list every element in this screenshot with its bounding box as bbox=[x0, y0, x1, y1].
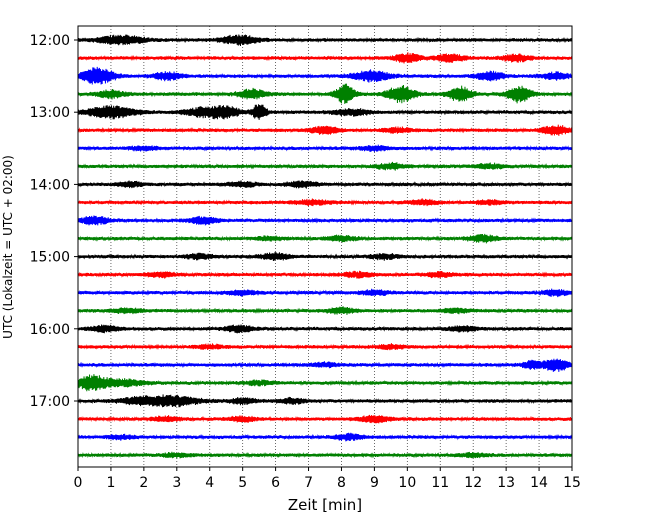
x-axis-ticks: 0 1 2 3 4 5 6 7 8 9 10 11 12 13 14 15 bbox=[74, 467, 581, 491]
trace-row-1715 bbox=[77, 414, 573, 424]
y-axis-label: UTC (Lokalzeit = UTC + 02:00) bbox=[1, 155, 15, 339]
x-tick-label-13: 13 bbox=[497, 475, 515, 491]
trace-row-1515 bbox=[77, 270, 573, 279]
x-tick-label-10: 10 bbox=[398, 475, 416, 491]
y-tick-label-13:00: 13:00 bbox=[30, 105, 70, 121]
trace-row-1500 bbox=[77, 251, 573, 262]
y-tick-label-15:00: 15:00 bbox=[30, 250, 70, 266]
y-tick-label-12:00: 12:00 bbox=[30, 33, 70, 49]
trace-row-1200 bbox=[77, 34, 573, 46]
plot-frame bbox=[77, 25, 573, 468]
y-tick-label-16:00: 16:00 bbox=[30, 322, 70, 338]
y-tick-label-17:00: 17:00 bbox=[30, 394, 70, 410]
x-tick-label-11: 11 bbox=[431, 475, 449, 491]
x-tick-label-14: 14 bbox=[530, 475, 548, 491]
x-tick-label-5: 5 bbox=[238, 475, 247, 491]
x-tick-label-12: 12 bbox=[464, 475, 482, 491]
trace-row-1700 bbox=[77, 394, 573, 408]
trace-row-1530 bbox=[77, 288, 573, 298]
y-axis-ticks: 12:00 13:00 14:00 15:00 16:00 17:00 bbox=[30, 33, 78, 410]
x-tick-label-8: 8 bbox=[337, 475, 346, 491]
trace-row-1600 bbox=[77, 324, 573, 334]
trace-row-1400 bbox=[77, 180, 573, 189]
x-tick-label-0: 0 bbox=[74, 475, 83, 491]
x-tick-label-7: 7 bbox=[304, 475, 313, 491]
x-tick-label-4: 4 bbox=[205, 475, 214, 491]
x-tick-label-15: 15 bbox=[563, 475, 581, 491]
trace-row-1315 bbox=[77, 124, 573, 136]
trace-row-1415 bbox=[77, 198, 573, 207]
trace-row-1615 bbox=[77, 343, 573, 351]
trace-row-1330 bbox=[77, 144, 573, 153]
trace-row-1545 bbox=[77, 306, 573, 315]
trace-row-1215 bbox=[77, 52, 573, 64]
trace-row-1630 bbox=[77, 358, 573, 372]
trace-row-1230 bbox=[77, 66, 573, 85]
trace-row-1300 bbox=[77, 104, 573, 120]
traces-layer bbox=[77, 34, 573, 459]
trace-row-1745 bbox=[77, 451, 573, 459]
trace-row-1445 bbox=[77, 233, 573, 244]
trace-row-1730 bbox=[77, 432, 573, 442]
x-tick-label-9: 9 bbox=[370, 475, 379, 491]
trace-row-1245 bbox=[77, 83, 573, 104]
x-tick-label-6: 6 bbox=[271, 475, 280, 491]
x-tick-label-2: 2 bbox=[139, 475, 148, 491]
y-tick-label-14:00: 14:00 bbox=[30, 177, 70, 193]
x-axis-label: Zeit [min] bbox=[288, 496, 362, 514]
trace-row-1645 bbox=[77, 374, 573, 392]
x-tick-label-1: 1 bbox=[106, 475, 115, 491]
trace-row-1430 bbox=[77, 215, 573, 226]
trace-row-1345 bbox=[77, 161, 573, 171]
x-tick-label-3: 3 bbox=[172, 475, 181, 491]
